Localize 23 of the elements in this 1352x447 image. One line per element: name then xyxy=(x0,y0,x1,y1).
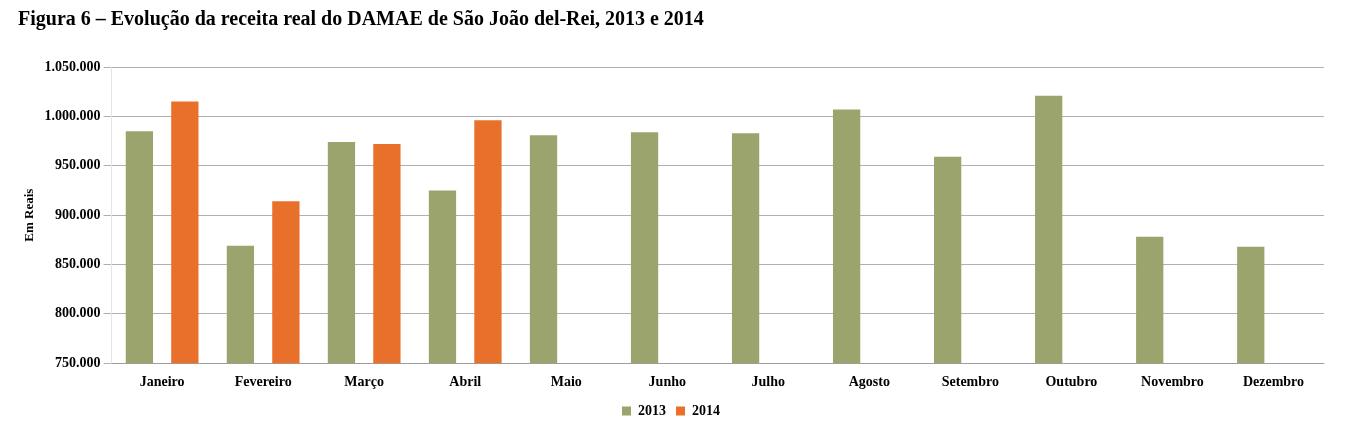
x-tick-label: Setembro xyxy=(941,374,1000,390)
y-tick-label: 800.000 xyxy=(55,305,101,321)
y-tick-label: 1.050.000 xyxy=(44,58,101,74)
x-tick-label: Janeiro xyxy=(139,374,185,390)
x-tick-label: Dezembro xyxy=(1242,374,1305,390)
legend-label: 2013 xyxy=(638,402,666,418)
y-tick-label: 850.000 xyxy=(55,256,101,272)
x-tick-label: Julho xyxy=(751,374,786,390)
y-tick-label: 750.000 xyxy=(55,354,101,370)
y-tick-label: 1.000.000 xyxy=(44,107,101,123)
x-tick-label: Novembro xyxy=(1141,374,1204,390)
x-tick-label: Fevereiro xyxy=(234,374,292,390)
y-tick-label: 900.000 xyxy=(55,206,101,222)
legend-label: 2014 xyxy=(692,402,720,418)
x-tick-label: Maio xyxy=(550,374,582,390)
x-tick-label: Março xyxy=(344,374,385,390)
x-tick-label: Abril xyxy=(449,374,482,390)
y-tick-label: 950.000 xyxy=(55,157,101,173)
x-tick-label: Junho xyxy=(648,374,686,390)
chart-title: Figura 6 – Evolução da receita real do DAMAE de São João del-Rei, 2013 e 2014 xyxy=(18,7,704,31)
x-tick-label: Outubro xyxy=(1045,374,1098,390)
x-tick-label: Agosto xyxy=(848,374,890,390)
y-axis-title: Em Reais xyxy=(21,188,37,242)
